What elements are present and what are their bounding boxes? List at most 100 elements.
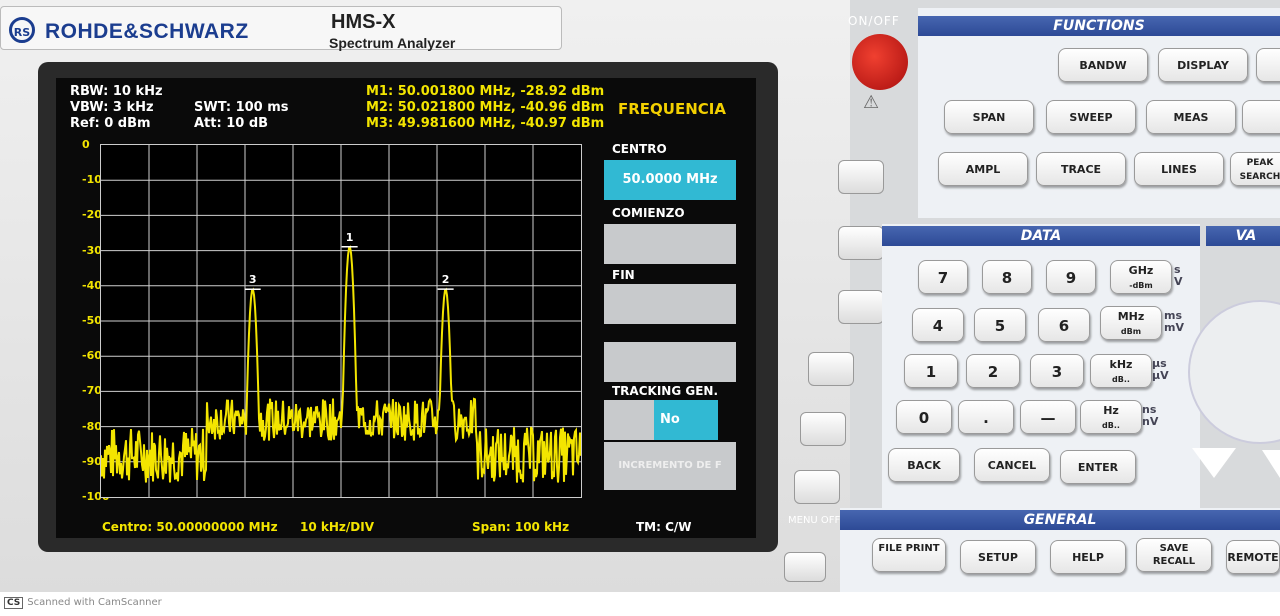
- comienzo-softkey[interactable]: [604, 224, 736, 264]
- span-key[interactable]: SPAN: [944, 100, 1034, 134]
- swt-readout: SWT: 100 ms: [194, 100, 289, 115]
- tracking-gen-label: TRACKING GEN.: [612, 384, 719, 398]
- digit-0-key[interactable]: 0: [896, 400, 952, 434]
- digit-3-key[interactable]: 3: [1030, 354, 1084, 388]
- rohde-schwarz-logo-icon: RS: [9, 17, 35, 43]
- hz-sublabel: dB..: [1102, 421, 1120, 430]
- comienzo-label: COMIENZO: [612, 206, 685, 220]
- ghz-side-label: s V: [1174, 263, 1183, 288]
- digit-4-key[interactable]: 4: [912, 308, 964, 342]
- y-tick-label: 0: [82, 138, 90, 151]
- trace-key[interactable]: TRACE: [1036, 152, 1126, 186]
- y-tick-label: -40: [82, 278, 102, 292]
- softkey-button-4[interactable]: [808, 352, 854, 386]
- cancel-key[interactable]: CANCEL: [974, 448, 1050, 482]
- marker-3-readout: M3: 49.981600 MHz, -40.97 dBm: [366, 116, 605, 131]
- bandw-key[interactable]: BANDW: [1058, 48, 1148, 82]
- digit-7-key[interactable]: 7: [918, 260, 968, 294]
- data-header: DATA: [882, 226, 1200, 246]
- meas-key[interactable]: MEAS: [1146, 100, 1236, 134]
- softkey-button-3[interactable]: [838, 290, 884, 324]
- file-print-key[interactable]: FILE PRINT: [872, 538, 946, 572]
- hz-key[interactable]: Hz dB..: [1080, 400, 1142, 434]
- model-subtitle: Spectrum Analyzer: [329, 35, 456, 51]
- sweep-key[interactable]: SWEEP: [1046, 100, 1136, 134]
- vbw-readout: VBW: 3 kHz: [70, 100, 154, 115]
- ghz-sublabel: -dBm: [1129, 281, 1153, 290]
- digit-8-key[interactable]: 8: [982, 260, 1032, 294]
- ampl-key[interactable]: AMPL: [938, 152, 1028, 186]
- menu-off-button[interactable]: [784, 552, 826, 582]
- rbw-readout: RBW: 10 kHz: [70, 84, 163, 99]
- softkey-button-1[interactable]: [838, 160, 884, 194]
- power-label: ON/OFF: [848, 14, 900, 28]
- arrow-down-right-icon[interactable]: [1262, 450, 1280, 478]
- att-readout: Att: 10 dB: [194, 116, 269, 131]
- display-key[interactable]: DISPLAY: [1158, 48, 1248, 82]
- help-key[interactable]: HELP: [1050, 540, 1126, 574]
- camscanner-logo-icon: CS: [4, 597, 24, 609]
- khz-key[interactable]: kHz dB..: [1090, 354, 1152, 388]
- marker-key[interactable]: [1242, 100, 1280, 134]
- digit-2-key[interactable]: 2: [966, 354, 1020, 388]
- y-tick-label: -50: [82, 314, 102, 327]
- centro-label: CENTRO: [612, 142, 667, 156]
- mhz-sublabel: dBm: [1120, 327, 1142, 336]
- digit-1-key[interactable]: 1: [904, 354, 958, 388]
- lines-key[interactable]: LINES: [1134, 152, 1224, 186]
- ghz-label: GHz: [1128, 264, 1154, 277]
- brand-name: ROHDE&SCHWARZ: [45, 20, 249, 43]
- variation-header: VA: [1206, 226, 1280, 246]
- khz-side-label: µs µV: [1152, 357, 1169, 382]
- arrow-down-left-icon[interactable]: [1192, 448, 1236, 478]
- warning-icon: ⚠: [863, 92, 880, 113]
- softkey-button-6[interactable]: [794, 470, 840, 504]
- softkey-button-2[interactable]: [838, 226, 884, 260]
- digit-9-key[interactable]: 9: [1046, 260, 1096, 294]
- scan-footer: [0, 592, 1280, 616]
- y-tick-label: -90: [82, 454, 102, 468]
- center-frequency-readout: Centro: 50.00000000 MHz: [102, 520, 278, 534]
- minus-key[interactable]: —: [1020, 400, 1076, 434]
- remote-key[interactable]: REMOTE: [1226, 540, 1280, 574]
- khz-label: kHz: [1109, 358, 1133, 371]
- division-readout: 10 kHz/DIV: [300, 520, 374, 534]
- functions-header: FUNCTIONS: [918, 16, 1280, 36]
- menu-title: FREQUENCIA: [618, 100, 726, 118]
- marker-1-label: 1: [346, 231, 354, 244]
- brand-plate: RS ROHDE&SCHWARZ HMS-X Spectrum Analyzer: [0, 6, 562, 51]
- fin-softkey[interactable]: [604, 284, 736, 324]
- back-key[interactable]: BACK: [888, 448, 960, 482]
- ghz-key[interactable]: GHz -dBm: [1110, 260, 1172, 294]
- tracking-gen-no-softkey[interactable]: No: [654, 400, 718, 440]
- incremento-softkey[interactable]: INCREMENTO DE F: [604, 442, 736, 490]
- fin-label: FIN: [612, 268, 635, 282]
- centro-softkey[interactable]: 50.0000 MHz: [604, 160, 736, 200]
- enter-key[interactable]: ENTER: [1060, 450, 1136, 484]
- hz-side-label: ns nV: [1142, 403, 1159, 428]
- mhz-side-label: ms mV: [1164, 309, 1184, 334]
- spectrum-plot: 1 2 3: [100, 144, 582, 498]
- partial-key[interactable]: [1256, 48, 1280, 82]
- y-tick-label: -20: [82, 208, 102, 222]
- hz-label: Hz: [1103, 404, 1119, 417]
- mhz-key[interactable]: MHz dBm: [1100, 306, 1162, 340]
- ref-readout: Ref: 0 dBm: [70, 116, 151, 131]
- save-recall-key[interactable]: SAVE RECALL: [1136, 538, 1212, 572]
- digit-6-key[interactable]: 6: [1038, 308, 1090, 342]
- digit-5-key[interactable]: 5: [974, 308, 1026, 342]
- blank-softkey[interactable]: [604, 342, 736, 382]
- model-name: HMS-X: [331, 11, 396, 33]
- power-button[interactable]: [852, 34, 908, 90]
- rotary-knob[interactable]: [1188, 300, 1280, 444]
- general-header: GENERAL: [840, 510, 1280, 530]
- spectrum-trace: [101, 245, 581, 483]
- y-tick-label: -30: [82, 243, 102, 257]
- setup-key[interactable]: SETUP: [960, 540, 1036, 574]
- decimal-point-key[interactable]: .: [958, 400, 1014, 434]
- y-tick-label: -10: [82, 173, 102, 187]
- softkey-button-5[interactable]: [800, 412, 846, 446]
- marker-1-readout: M1: 50.001800 MHz, -28.92 dBm: [366, 84, 605, 99]
- peak-search-key[interactable]: PEAK SEARCH: [1230, 152, 1280, 186]
- analyzer-screen: RBW: 10 kHz VBW: 3 kHz Ref: 0 dBm SWT: 1…: [56, 78, 756, 538]
